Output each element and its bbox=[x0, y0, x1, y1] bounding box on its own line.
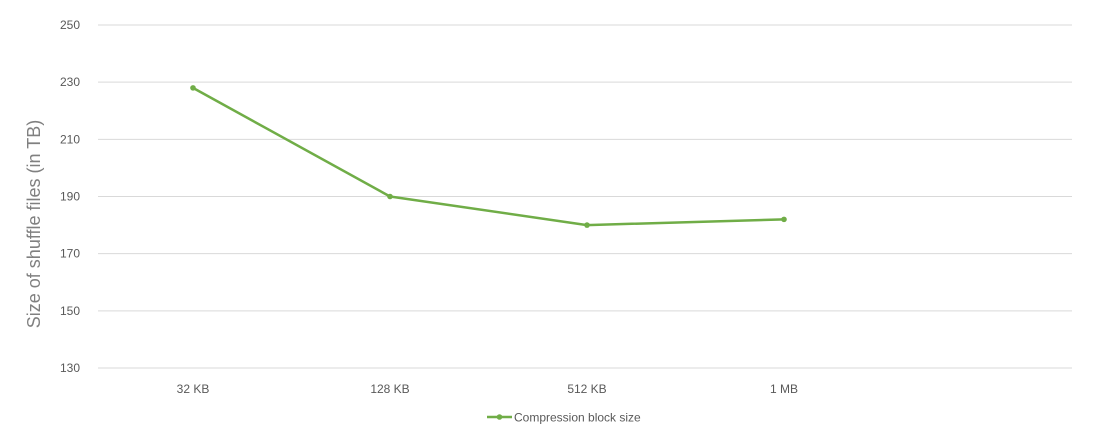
legend: Compression block size bbox=[487, 411, 641, 425]
y-tick-label: 230 bbox=[60, 75, 80, 89]
y-tick-label: 210 bbox=[60, 132, 80, 146]
y-axis-label: Size of shuffle files (in TB) bbox=[24, 120, 44, 328]
y-tick-label: 150 bbox=[60, 304, 80, 318]
data-point bbox=[387, 193, 393, 200]
x-tick-label: 128 KB bbox=[370, 382, 409, 396]
data-point bbox=[584, 222, 590, 228]
x-axis-ticks: 32 KB 128 KB 512 KB 1 MB bbox=[177, 382, 798, 396]
legend-point-marker bbox=[496, 414, 503, 420]
x-tick-label: 512 KB bbox=[567, 382, 606, 396]
x-tick-label: 32 KB bbox=[177, 382, 210, 396]
y-axis-ticks: 130 150 170 190 210 230 250 bbox=[60, 18, 80, 375]
y-tick-label: 190 bbox=[60, 190, 80, 204]
legend-label: Compression block size bbox=[514, 411, 641, 425]
y-tick-label: 250 bbox=[60, 18, 80, 32]
series-layer bbox=[190, 85, 787, 228]
data-point bbox=[190, 85, 196, 91]
x-tick-label: 1 MB bbox=[770, 382, 798, 396]
data-point bbox=[781, 216, 787, 223]
y-tick-label: 170 bbox=[60, 247, 80, 261]
gridlines bbox=[98, 24, 1072, 369]
series-line bbox=[191, 86, 786, 227]
y-tick-label: 130 bbox=[60, 361, 80, 375]
